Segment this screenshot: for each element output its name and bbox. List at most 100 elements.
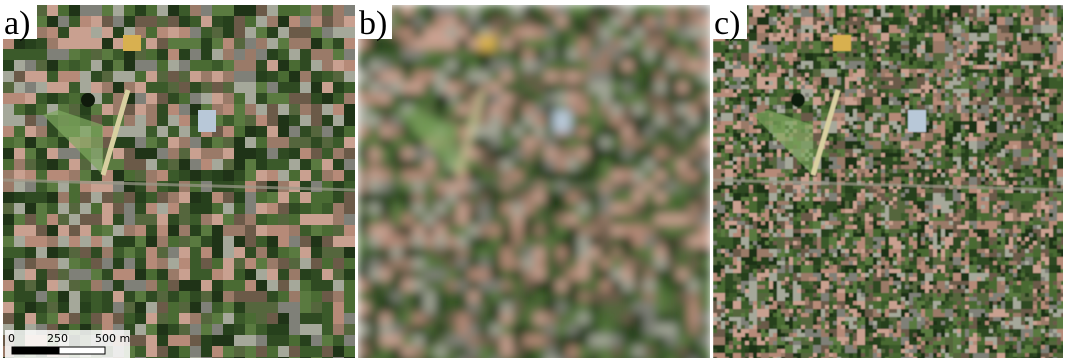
image-pixel: [699, 5, 711, 17]
image-pixel: [402, 38, 414, 50]
image-pixel: [941, 109, 946, 114]
image-pixel: [913, 73, 918, 78]
image-pixel: [278, 49, 290, 61]
image-pixel: [124, 5, 136, 17]
image-pixel: [267, 49, 279, 61]
image-pixel: [91, 16, 103, 28]
image-pixel: [729, 49, 734, 54]
image-pixel: [677, 236, 689, 248]
image-pixel: [1037, 29, 1042, 34]
image-pixel: [179, 27, 191, 39]
image-pixel: [837, 81, 842, 86]
image-pixel: [881, 105, 886, 110]
image-pixel: [490, 357, 502, 361]
image-pixel: [1005, 129, 1010, 134]
image-pixel: [223, 104, 235, 116]
image-pixel: [1005, 57, 1010, 62]
image-pixel: [391, 203, 403, 215]
image-pixel: [25, 291, 37, 303]
image-pixel: [333, 159, 345, 171]
image-pixel: [853, 89, 858, 94]
image-pixel: [113, 148, 125, 160]
image-pixel: [655, 192, 667, 204]
image-pixel: [245, 27, 257, 39]
image-pixel: [146, 302, 158, 314]
image-pixel: [113, 280, 125, 292]
image-pixel: [845, 85, 850, 90]
image-pixel: [223, 60, 235, 72]
image-pixel: [267, 192, 279, 204]
image-pixel: [901, 65, 906, 70]
image-pixel: [873, 61, 878, 66]
image-pixel: [945, 117, 950, 122]
image-pixel: [446, 225, 458, 237]
image-pixel: [289, 203, 301, 215]
image-pixel: [1001, 53, 1006, 58]
image-pixel: [380, 258, 392, 270]
image-pixel: [981, 45, 986, 50]
image-pixel: [957, 57, 962, 62]
image-pixel: [889, 13, 894, 18]
image-pixel: [534, 159, 546, 171]
image-pixel: [424, 71, 436, 83]
image-pixel: [769, 85, 774, 90]
image-pixel: [47, 16, 59, 28]
image-pixel: [655, 82, 667, 94]
image-pixel: [1033, 17, 1038, 22]
image-pixel: [512, 159, 524, 171]
image-pixel: [833, 125, 838, 130]
image-pixel: [589, 49, 601, 61]
image-pixel: [512, 291, 524, 303]
image-pixel: [1033, 25, 1038, 30]
image-pixel: [80, 38, 92, 50]
image-pixel: [344, 236, 356, 248]
image-pixel: [929, 61, 934, 66]
image-pixel: [893, 57, 898, 62]
image-pixel: [769, 21, 774, 26]
image-pixel: [861, 21, 866, 26]
image-pixel: [300, 93, 312, 105]
image-pixel: [523, 346, 535, 358]
image-pixel: [3, 258, 15, 270]
image-pixel: [413, 247, 425, 259]
image-pixel: [322, 357, 334, 361]
image-pixel: [501, 115, 513, 127]
image-pixel: [989, 129, 994, 134]
image-pixel: [773, 29, 778, 34]
image-pixel: [311, 357, 323, 361]
image-pixel: [797, 25, 802, 30]
image-pixel: [1041, 37, 1046, 42]
image-pixel: [797, 45, 802, 50]
image-pixel: [773, 25, 778, 30]
image-pixel: [468, 82, 480, 94]
image-pixel: [729, 133, 734, 138]
image-pixel: [311, 82, 323, 94]
image-pixel: [881, 33, 886, 38]
image-pixel: [1025, 53, 1030, 58]
image-pixel: [753, 29, 758, 34]
image-pixel: [113, 170, 125, 182]
image-pixel: [769, 93, 774, 98]
image-pixel: [945, 13, 950, 18]
image-pixel: [457, 214, 469, 226]
image-pixel: [949, 61, 954, 66]
image-pixel: [809, 9, 814, 14]
image-pixel: [1041, 25, 1046, 30]
image-pixel: [961, 105, 966, 110]
image-pixel: [666, 236, 678, 248]
image-pixel: [124, 291, 136, 303]
image-pixel: [556, 357, 568, 361]
image-pixel: [889, 109, 894, 114]
image-pixel: [965, 33, 970, 38]
image-pixel: [523, 60, 535, 72]
image-pixel: [773, 93, 778, 98]
image-pixel: [929, 85, 934, 90]
image-pixel: [889, 89, 894, 94]
image-pixel: [1013, 97, 1018, 102]
image-pixel: [344, 203, 356, 215]
image-pixel: [909, 53, 914, 58]
image-pixel: [3, 236, 15, 248]
image-pixel: [805, 101, 810, 106]
image-pixel: [102, 214, 114, 226]
image-pixel: [885, 97, 890, 102]
